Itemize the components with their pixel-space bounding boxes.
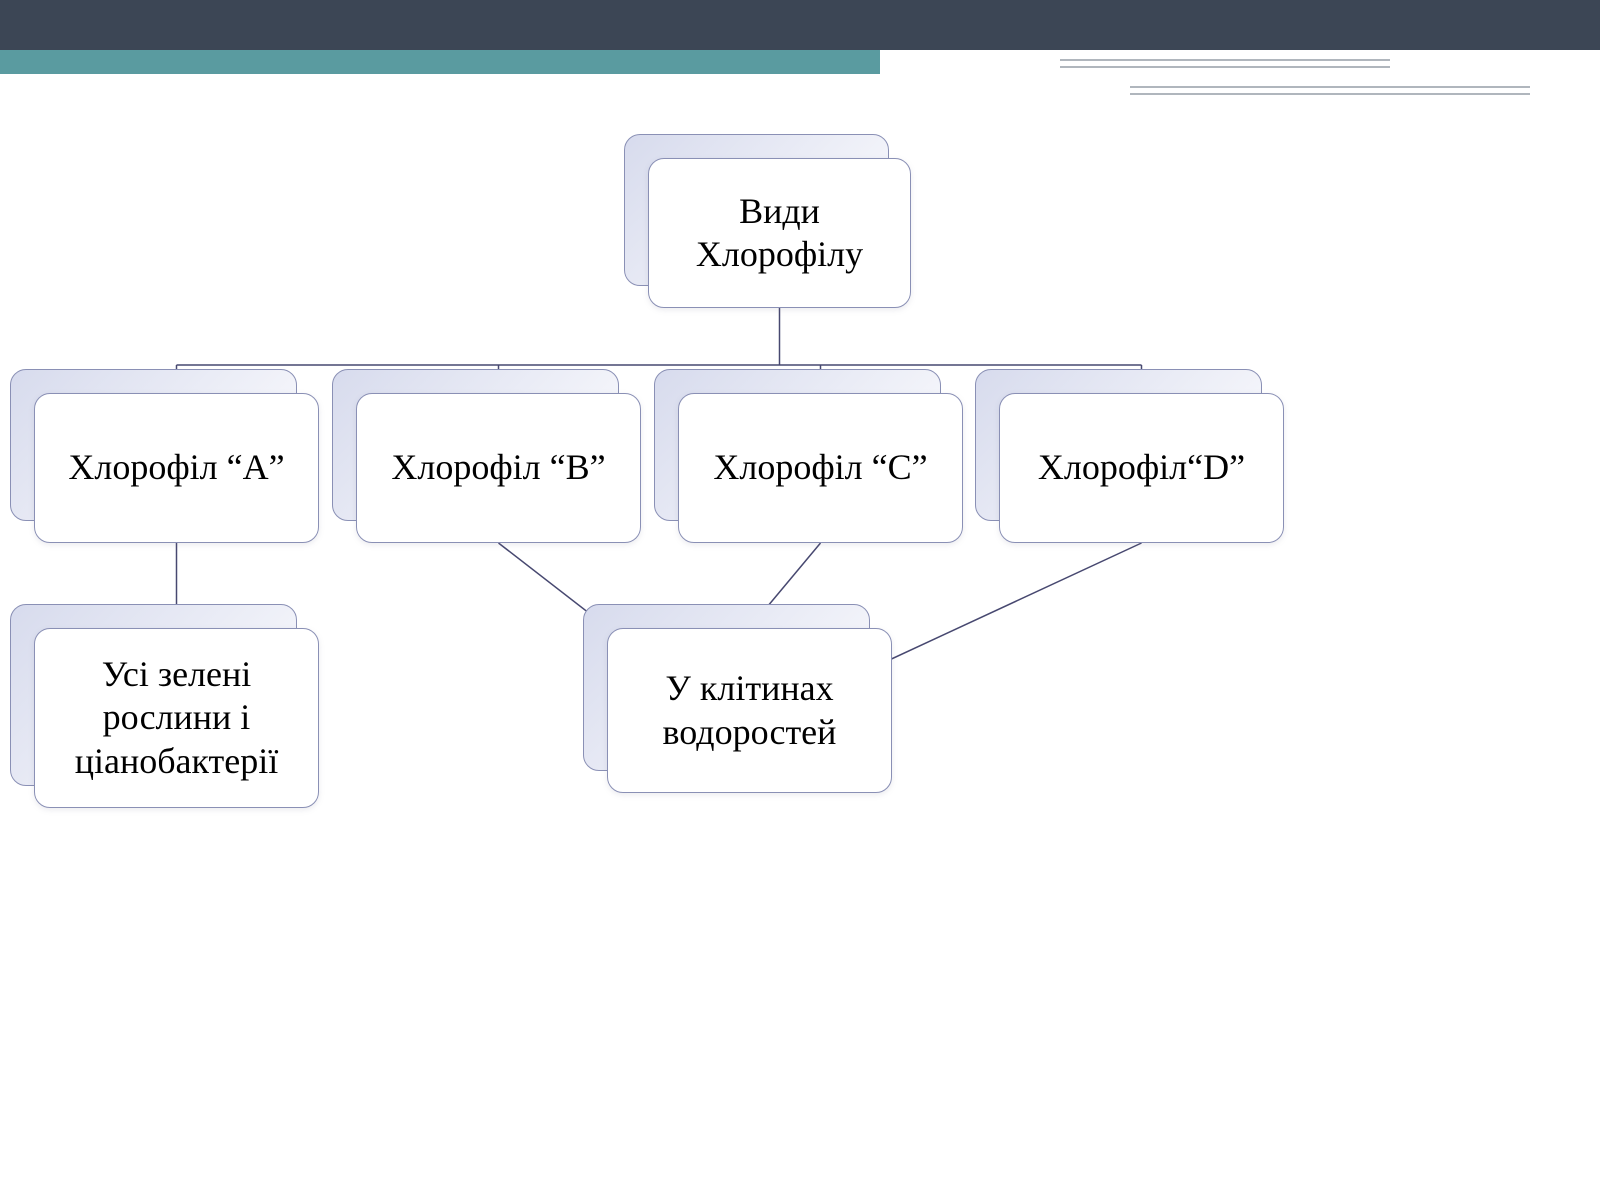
diagram-node-algae-cells: У клітинах водоростей	[583, 604, 892, 793]
diagram-node-root: Види Хлорофілу	[624, 134, 911, 308]
node-d-label: Хлорофіл“D”	[999, 393, 1284, 543]
diagram-node-chlorophyll-c: Хлорофіл “C”	[654, 369, 963, 543]
diagram-node-chlorophyll-b: Хлорофіл “B”	[332, 369, 641, 543]
header-teal-bar	[0, 50, 880, 74]
node-leaf-a-label: Усі зелені рослини і ціанобактерії	[34, 628, 319, 808]
node-c-label: Хлорофіл “C”	[678, 393, 963, 543]
diagram-node-green-plants: Усі зелені рослини і ціанобактерії	[10, 604, 319, 808]
node-root-label: Види Хлорофілу	[648, 158, 911, 308]
diagram-node-chlorophyll-a: Хлорофіл “A”	[10, 369, 319, 543]
node-a-label: Хлорофіл “A”	[34, 393, 319, 543]
node-b-label: Хлорофіл “B”	[356, 393, 641, 543]
header-dark-bar	[0, 0, 1600, 50]
node-leaf-c-label: У клітинах водоростей	[607, 628, 892, 793]
diagram-node-chlorophyll-d: Хлорофіл“D”	[975, 369, 1284, 543]
